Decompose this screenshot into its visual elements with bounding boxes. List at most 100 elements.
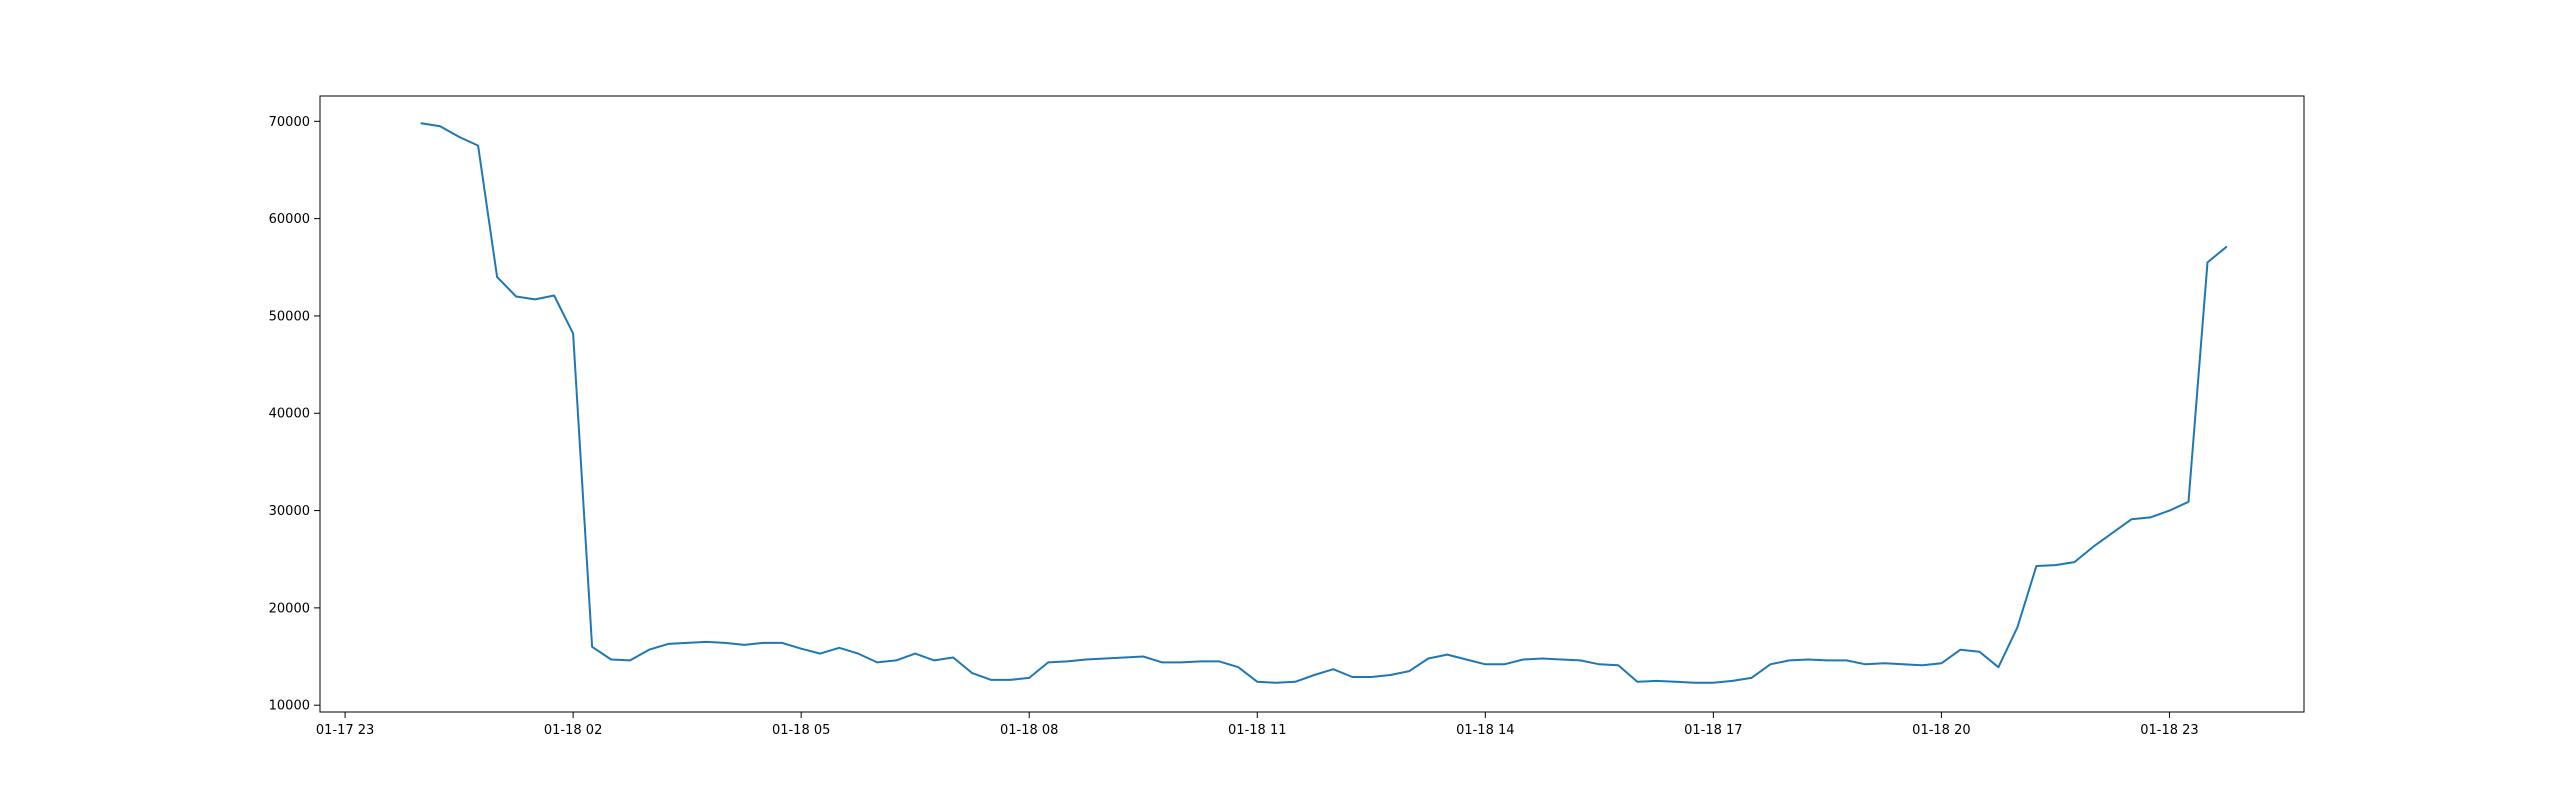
data-point [1256,681,1259,683]
data-point [1636,681,1639,683]
data-point [1750,677,1753,679]
x-tick-label: 01-18 14 [1456,723,1514,738]
data-point [667,643,669,645]
y-tick-label: 40000 [269,407,310,422]
data-point [1123,656,1126,659]
data-point [1313,674,1316,676]
y-tick-label: 50000 [269,309,310,324]
data-point [1826,659,1829,662]
y-axis: 10000 20000 30000 40000 50000 60000 70000 [269,115,320,714]
data-point [743,644,745,646]
x-tick-label: 01-18 08 [1000,723,1058,738]
data-point [1446,653,1449,656]
data-point [1940,662,1943,665]
data-point [1028,677,1031,679]
data-point [1693,682,1696,684]
data-point [534,298,536,301]
data-point [1351,676,1354,678]
data-point [2073,561,2076,563]
series-line [420,122,2228,684]
data-point [1845,659,1848,662]
data-point [1294,681,1297,683]
data-point [1085,658,1088,661]
data-point [591,645,593,648]
data-point [1275,682,1278,684]
plot-frame [319,95,2305,713]
data-point [1997,666,2000,669]
data-point [914,652,916,655]
x-tick-label: 01-18 23 [2140,723,2198,738]
data-point [1047,661,1050,664]
data-point [1579,659,1582,662]
data-point [2054,564,2057,566]
data-point [1674,681,1677,683]
data-point [648,648,650,651]
data-point [990,679,993,681]
data-point [1009,679,1012,681]
data-point [1788,659,1791,662]
data-point [1218,660,1221,663]
data-point [1712,682,1715,684]
data-point [1655,680,1658,682]
y-tick-label: 70000 [269,115,310,130]
data-point [2111,532,2114,534]
data-point [971,672,974,674]
data-point [1142,655,1145,658]
data-point [952,656,955,659]
data-point [1731,680,1734,682]
data-point [781,642,783,644]
data-point [1503,663,1506,666]
data-point [1978,650,1981,653]
x-axis: 01-17 23 01-18 02 01-18 05 01-18 08 01-18 11… [316,712,2199,738]
data-point [1560,658,1563,661]
x-tick-label: 01-18 05 [772,723,830,738]
data-point [458,136,460,138]
x-tick-label: 01-18 20 [1912,723,1970,738]
data-point [1902,663,1905,666]
data-point [610,658,612,661]
data-point [1161,661,1164,664]
data-point [1769,663,1772,666]
data-point [1921,664,1924,667]
data-point [496,276,498,278]
data-point [705,641,707,643]
series-layer [420,122,2228,684]
data-point [2016,626,2019,629]
data-point [933,659,936,662]
data-point [1370,676,1373,678]
data-point [1617,664,1620,667]
data-point [553,294,555,297]
data-point [629,659,631,662]
data-point [686,642,688,644]
data-point [2225,246,2228,248]
y-tick-label: 10000 [269,699,310,714]
data-point [857,652,859,655]
data-point [1332,668,1335,670]
data-point [1465,658,1468,661]
data-point [1484,663,1487,666]
data-point [2092,545,2095,548]
data-point [477,144,479,147]
data-point [1104,657,1107,660]
data-point [838,646,840,649]
data-point [1427,657,1430,660]
x-tick-label: 01-18 02 [544,723,602,738]
data-point [762,642,764,644]
data-point [1237,666,1240,669]
data-point [1180,661,1183,664]
data-point [800,647,802,650]
data-point [1199,660,1202,663]
data-point [2206,261,2209,264]
data-point [515,295,517,298]
data-point [2035,565,2038,567]
data-point [1541,657,1544,660]
data-point [1522,658,1525,661]
data-point [1807,658,1810,661]
data-point [1066,660,1069,663]
data-point [819,652,821,655]
data-point [1598,663,1601,666]
data-point [420,122,422,125]
